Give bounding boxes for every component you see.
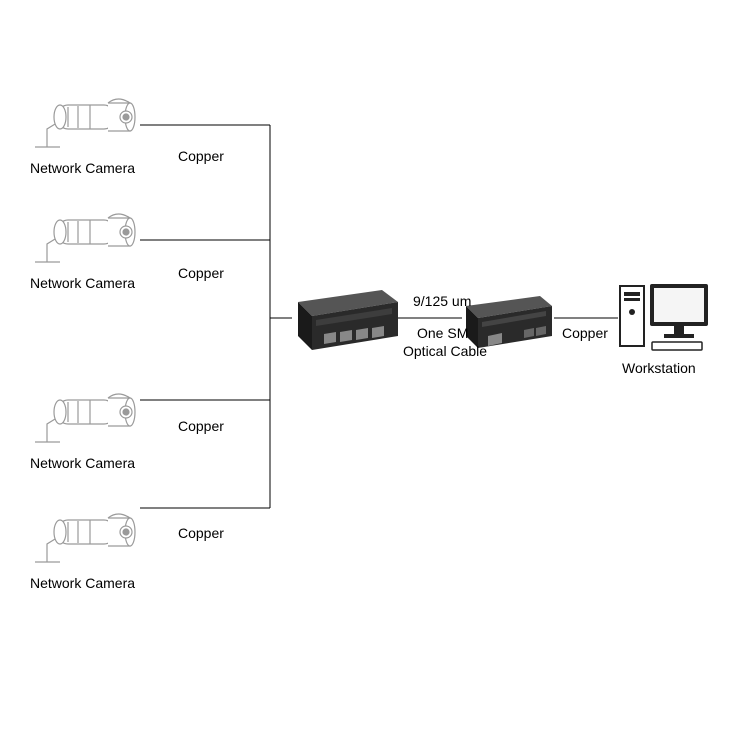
workstation-label: Workstation [622,360,696,376]
optical-type-label: One SM [417,325,468,341]
optical-spec-label: 9/125 um [413,293,471,309]
camera-label: Network Camera [30,575,135,591]
copper-link-label: Copper [178,265,224,281]
copper-link-label: Copper [562,325,608,341]
camera-label: Network Camera [30,275,135,291]
copper-link-label: Copper [178,148,224,164]
workstation-device [618,278,713,358]
network-camera-icon [30,500,140,570]
copper-link-label: Copper [178,418,224,434]
network-camera-icon [30,380,140,450]
optical-cable-label: Optical Cable [403,343,487,359]
fiber-switch-device [290,290,400,366]
camera-label: Network Camera [30,455,135,471]
network-camera-icon [30,85,140,155]
network-camera-icon [30,200,140,270]
copper-link-label: Copper [178,525,224,541]
camera-label: Network Camera [30,160,135,176]
